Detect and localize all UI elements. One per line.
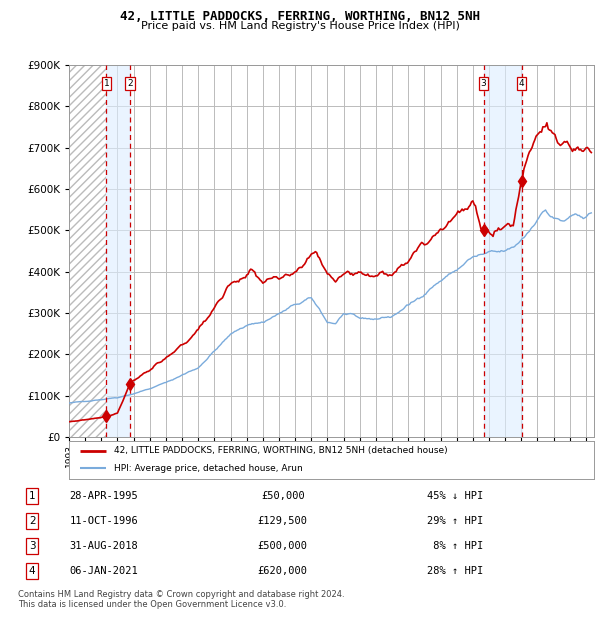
Text: 4: 4 xyxy=(29,567,35,577)
Text: 3: 3 xyxy=(481,79,487,88)
Text: 06-JAN-2021: 06-JAN-2021 xyxy=(70,567,139,577)
Text: £129,500: £129,500 xyxy=(258,516,308,526)
Text: 45% ↓ HPI: 45% ↓ HPI xyxy=(427,490,484,500)
Text: 1: 1 xyxy=(29,490,35,500)
Text: HPI: Average price, detached house, Arun: HPI: Average price, detached house, Arun xyxy=(113,464,302,472)
Text: 29% ↑ HPI: 29% ↑ HPI xyxy=(427,516,484,526)
Bar xyxy=(69,65,106,437)
Text: 28% ↑ HPI: 28% ↑ HPI xyxy=(427,567,484,577)
Text: £500,000: £500,000 xyxy=(258,541,308,551)
Bar xyxy=(484,65,521,437)
Text: 1: 1 xyxy=(104,79,109,88)
Text: Price paid vs. HM Land Registry's House Price Index (HPI): Price paid vs. HM Land Registry's House … xyxy=(140,21,460,31)
Text: 3: 3 xyxy=(29,541,35,551)
Text: 4: 4 xyxy=(519,79,524,88)
Bar xyxy=(69,65,106,437)
Text: 2: 2 xyxy=(29,516,35,526)
Text: 42, LITTLE PADDOCKS, FERRING, WORTHING, BN12 5NH: 42, LITTLE PADDOCKS, FERRING, WORTHING, … xyxy=(120,10,480,23)
Text: 31-AUG-2018: 31-AUG-2018 xyxy=(70,541,139,551)
Text: 42, LITTLE PADDOCKS, FERRING, WORTHING, BN12 5NH (detached house): 42, LITTLE PADDOCKS, FERRING, WORTHING, … xyxy=(113,446,447,455)
Bar xyxy=(106,65,130,437)
Text: 28-APR-1995: 28-APR-1995 xyxy=(70,490,139,500)
Text: Contains HM Land Registry data © Crown copyright and database right 2024.: Contains HM Land Registry data © Crown c… xyxy=(18,590,344,600)
Text: 2: 2 xyxy=(127,79,133,88)
Text: £620,000: £620,000 xyxy=(258,567,308,577)
Text: £50,000: £50,000 xyxy=(261,490,305,500)
Text: 11-OCT-1996: 11-OCT-1996 xyxy=(70,516,139,526)
Text: 8% ↑ HPI: 8% ↑ HPI xyxy=(427,541,484,551)
Text: This data is licensed under the Open Government Licence v3.0.: This data is licensed under the Open Gov… xyxy=(18,600,286,609)
